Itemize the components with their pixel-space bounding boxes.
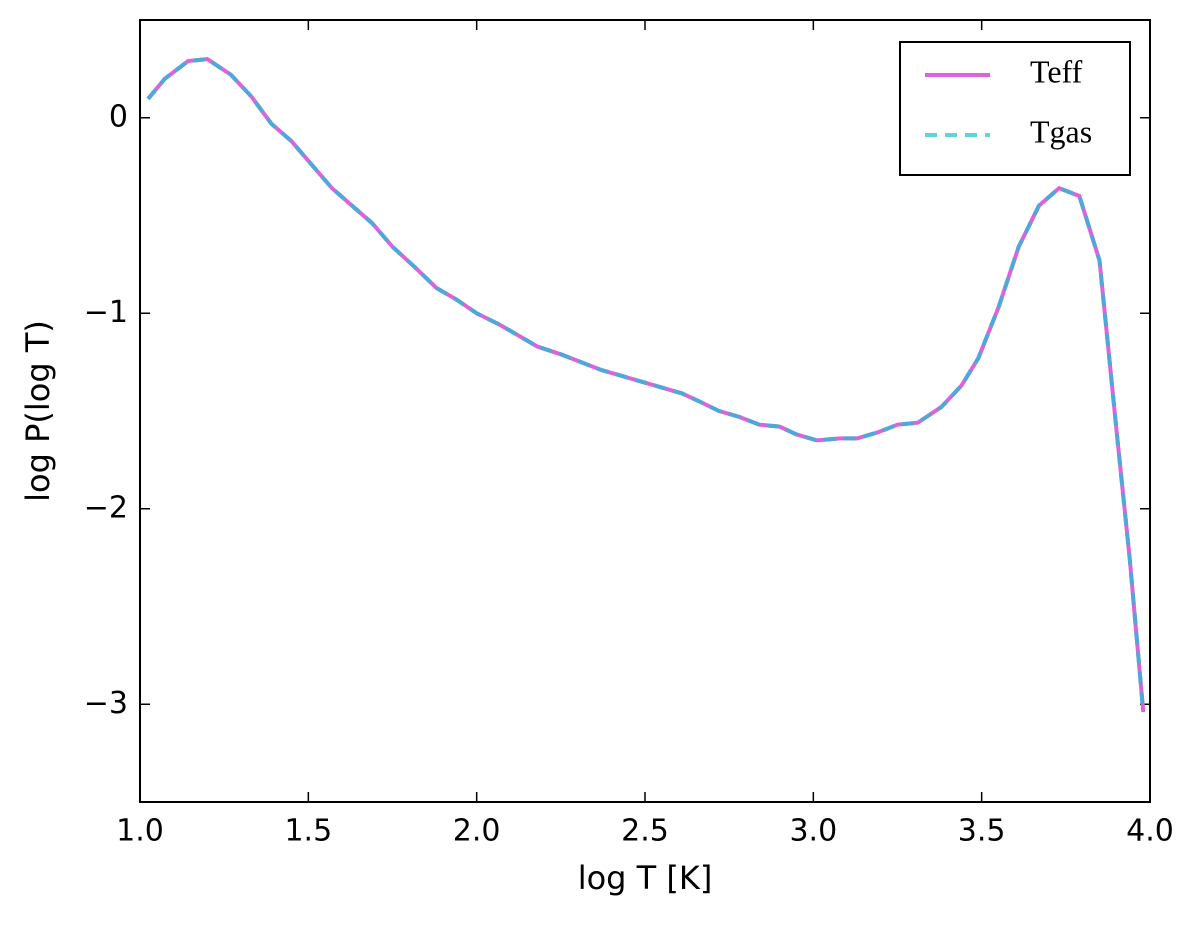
y-tick-label: 0 xyxy=(109,99,128,134)
legend-label: Teff xyxy=(1030,53,1083,89)
y-tick-label: −1 xyxy=(84,295,128,330)
x-tick-label: 3.5 xyxy=(958,814,1006,849)
series-line xyxy=(146,57,1146,713)
x-tick-label: 1.5 xyxy=(284,814,332,849)
x-tick-label: 1.0 xyxy=(116,814,164,849)
y-tick-label: −3 xyxy=(84,686,128,721)
x-tick-label: 2.5 xyxy=(621,814,669,849)
y-tick-label: −2 xyxy=(84,490,128,525)
x-tick-label: 2.0 xyxy=(453,814,501,849)
legend-box xyxy=(899,41,1131,176)
y-axis-label: log P(log T) xyxy=(19,320,57,502)
legend-label: Tgas xyxy=(1030,113,1092,149)
x-tick-label: 4.0 xyxy=(1126,814,1174,849)
plot-frame xyxy=(139,19,1151,803)
x-axis-label: log T [K] xyxy=(578,859,713,897)
x-tick-label: 3.0 xyxy=(789,814,837,849)
